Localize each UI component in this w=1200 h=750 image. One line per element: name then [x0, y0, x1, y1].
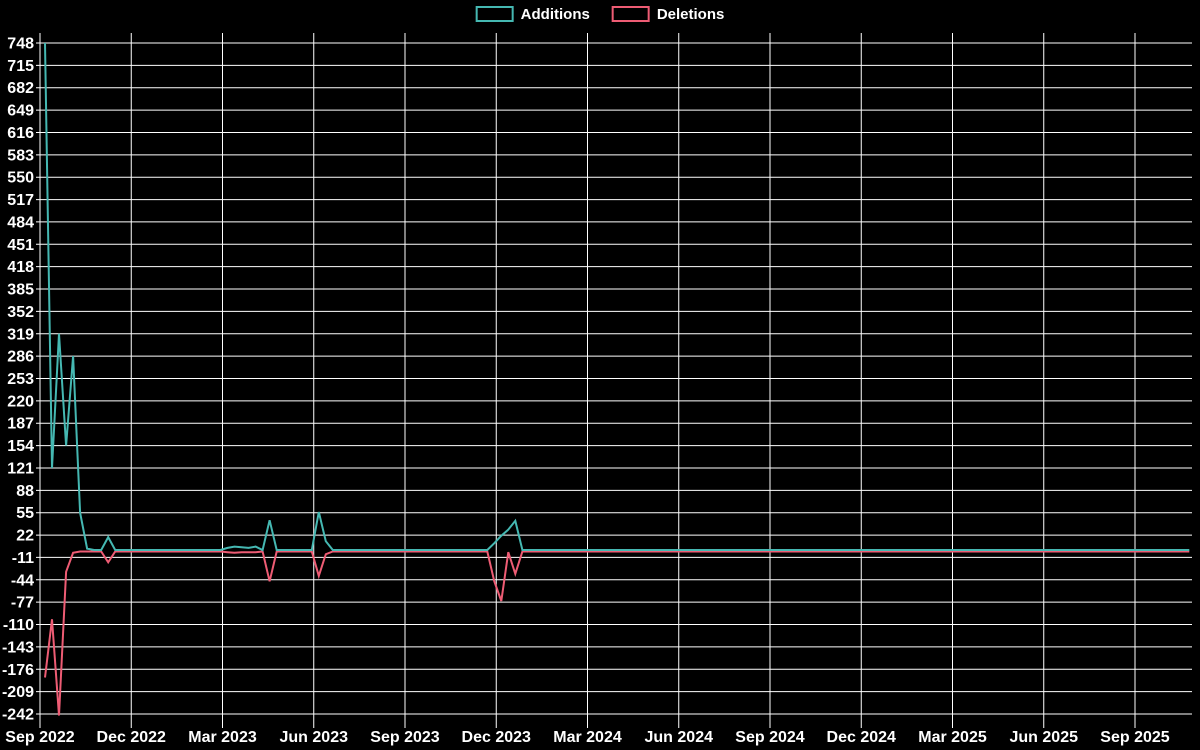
- additions-swatch-icon: [475, 6, 514, 22]
- y-tick-label: 220: [7, 393, 34, 410]
- y-tick-label: 187: [7, 416, 34, 433]
- y-tick-label: 682: [7, 80, 34, 97]
- x-tick-label: Mar 2024: [553, 729, 622, 746]
- y-tick-label: 715: [7, 58, 34, 75]
- y-tick-label: 649: [7, 103, 34, 120]
- y-tick-label: -242: [2, 707, 34, 724]
- x-tick-label: Dec 2023: [462, 729, 531, 746]
- x-tick-label: Jun 2025: [1010, 729, 1079, 746]
- x-tick-label: Dec 2024: [827, 729, 896, 746]
- deletions-line: [44, 550, 1190, 716]
- y-tick-label: 22: [16, 528, 34, 545]
- y-tick-label: -44: [11, 572, 34, 589]
- y-tick-label: 286: [7, 349, 34, 366]
- y-tick-label: 88: [16, 483, 34, 500]
- legend-item-additions[interactable]: Additions: [475, 5, 590, 23]
- y-tick-label: 517: [7, 192, 34, 209]
- y-tick-label: 550: [7, 170, 34, 187]
- chart-legend: Additions Deletions: [475, 5, 725, 23]
- x-tick-label: Sep 2023: [370, 729, 439, 746]
- y-tick-label: -77: [11, 595, 34, 612]
- y-tick-label: 154: [7, 438, 34, 455]
- y-tick-label: 253: [7, 371, 34, 388]
- y-tick-label: 319: [7, 326, 34, 343]
- x-tick-label: Sep 2024: [735, 729, 804, 746]
- y-tick-label: 55: [16, 505, 34, 522]
- x-tick-label: Sep 2022: [5, 729, 74, 746]
- additions-line: [44, 42, 1190, 552]
- y-tick-label: 748: [7, 36, 34, 53]
- y-tick-label: -110: [3, 617, 34, 634]
- x-tick-label: Mar 2023: [188, 729, 257, 746]
- y-tick-label: 583: [7, 147, 34, 164]
- legend-label-deletions: Deletions: [656, 5, 725, 23]
- y-tick-label: -176: [2, 662, 34, 679]
- y-tick-label: -11: [12, 550, 34, 567]
- legend-item-deletions[interactable]: Deletions: [611, 5, 725, 23]
- legend-label-additions: Additions: [520, 5, 590, 23]
- x-tick-label: Jun 2023: [280, 729, 349, 746]
- x-tick-label: Mar 2025: [918, 729, 987, 746]
- y-tick-label: 385: [7, 282, 34, 299]
- y-tick-label: 616: [7, 125, 34, 142]
- y-tick-label: -209: [2, 684, 34, 701]
- y-tick-label: 121: [7, 460, 34, 477]
- y-tick-label: 418: [7, 259, 34, 276]
- y-tick-label: 352: [7, 304, 34, 321]
- x-tick-label: Jun 2024: [645, 729, 714, 746]
- y-tick-label: 451: [7, 237, 34, 254]
- y-tick-label: -143: [2, 639, 34, 656]
- x-tick-label: Dec 2022: [97, 729, 166, 746]
- deletions-swatch-icon: [611, 6, 650, 22]
- x-tick-label: Sep 2025: [1100, 729, 1169, 746]
- y-tick-label: 484: [7, 214, 34, 231]
